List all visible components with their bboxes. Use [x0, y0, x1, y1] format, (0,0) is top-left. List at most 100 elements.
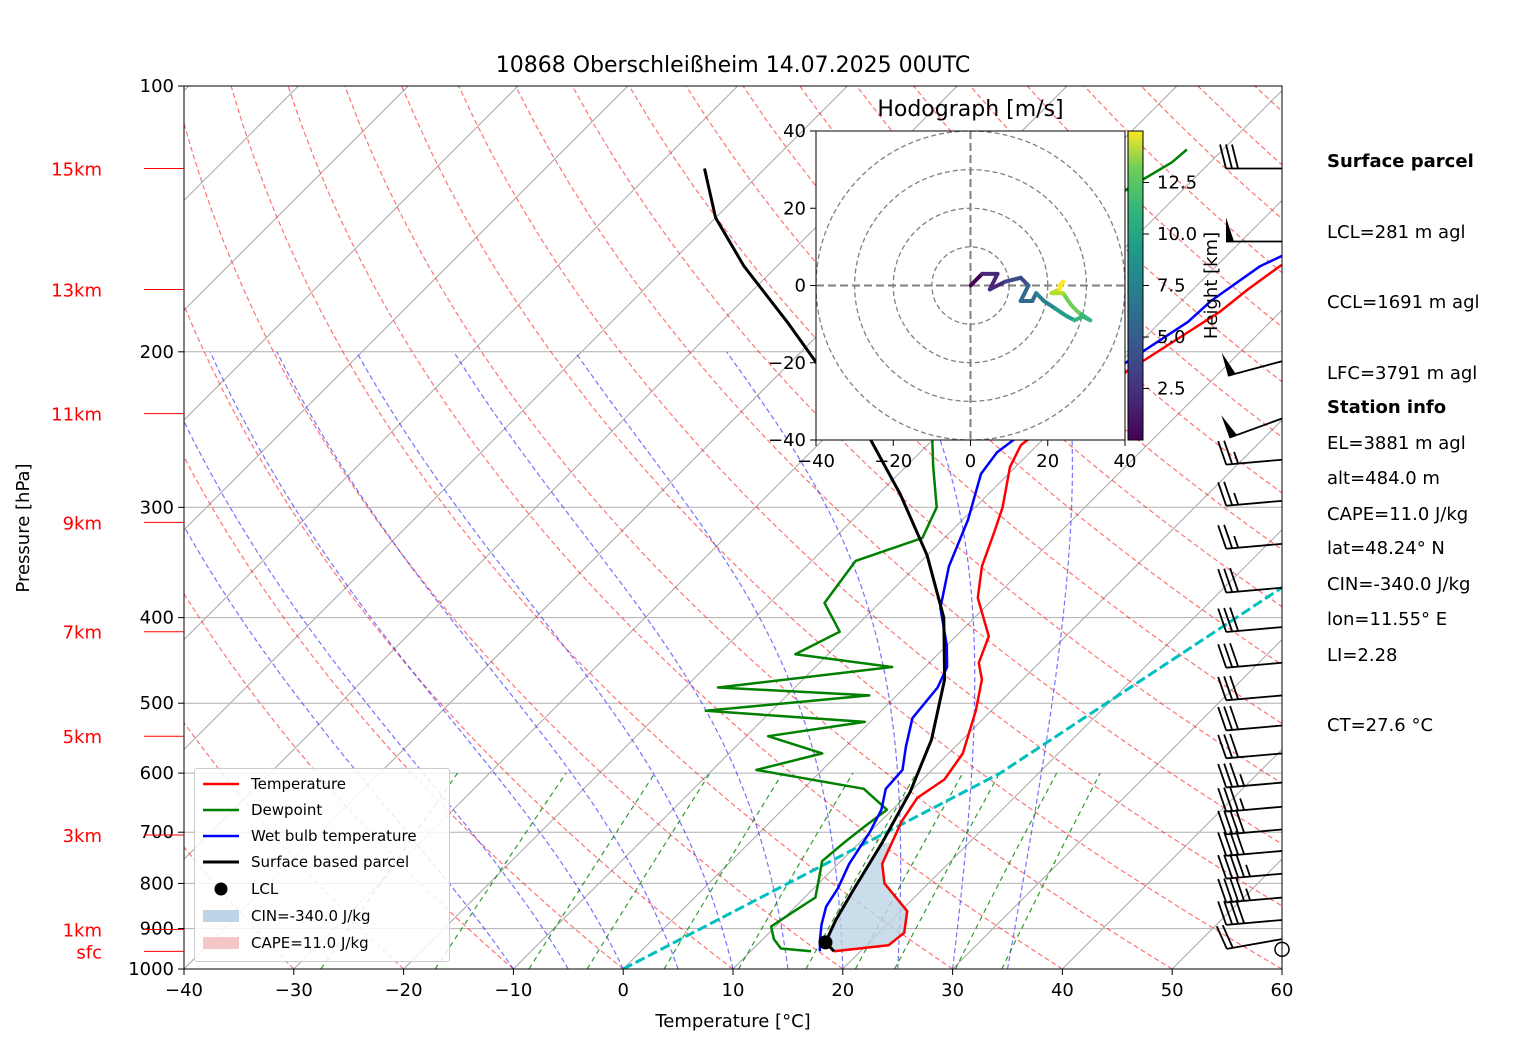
x-tick-label: 0: [617, 980, 628, 1001]
barb-full: [1217, 525, 1228, 550]
hodograph-segment: [1053, 306, 1070, 319]
barb-flag: [1221, 415, 1237, 438]
barb-staff: [1226, 626, 1283, 633]
x-tick-label: 20: [831, 980, 854, 1001]
x-tick-label: −20: [385, 980, 423, 1001]
barb-flag: [1226, 217, 1234, 242]
mixing-ratio-line: [528, 772, 656, 969]
calm-wind-circle: [1274, 941, 1290, 958]
wind-barb: [1217, 524, 1283, 550]
legend-line-icon: [203, 782, 239, 786]
wind-barb: [1217, 567, 1283, 594]
barb-full: [1235, 809, 1245, 834]
isotherm-line: [184, 86, 738, 641]
wind-barb: [1217, 877, 1283, 904]
surface-parcel-line: CCL=1691 m agl: [1327, 292, 1480, 313]
barb-full: [1229, 642, 1240, 667]
legend-item-dewpoint: Dewpoint: [195, 797, 449, 823]
barb-full: [1229, 831, 1240, 856]
legend-patch-icon: [203, 910, 239, 922]
legend-label: CIN=-340.0 J/kg: [251, 907, 371, 925]
hodograph-x-tick-label: 40: [1114, 451, 1137, 472]
y-tick-label: 100: [140, 76, 174, 97]
hodograph-segment: [968, 271, 985, 288]
barb-half: [1233, 492, 1240, 505]
barb-full: [1223, 440, 1234, 465]
y-tick-label: 500: [140, 693, 174, 714]
hodograph-segment: [1061, 291, 1073, 307]
hodograph-x-tick-label: 20: [1036, 451, 1059, 472]
wind-barb: [1219, 144, 1282, 170]
height-label: 7km: [63, 623, 102, 644]
barb-staff: [1227, 360, 1283, 377]
barb-full: [1235, 853, 1245, 878]
barb-full: [1219, 144, 1227, 169]
barb-full: [1217, 482, 1228, 507]
barb-full: [1223, 831, 1234, 856]
barb-full: [1229, 853, 1240, 878]
barb-full: [1235, 877, 1245, 902]
hodograph-title: Hodograph [m/s]: [877, 97, 1063, 122]
wind-barb: [1217, 705, 1283, 732]
colorbar-tick-label: 5.0: [1157, 327, 1186, 348]
y-tick-label: 200: [140, 342, 174, 363]
hodograph-segment: [1057, 279, 1066, 288]
mixing-ratio-line: [738, 772, 854, 969]
moist-adiabat: [209, 351, 624, 969]
barb-full: [1217, 568, 1228, 593]
barb-full: [1217, 901, 1228, 926]
isotherm-line: [184, 86, 629, 531]
y-tick-label: 300: [140, 497, 174, 518]
barb-full: [1229, 705, 1240, 730]
wind-barb: [1217, 675, 1283, 702]
wind-barb: [1217, 762, 1283, 789]
moist-adiabat: [276, 351, 679, 969]
barb-staff: [1226, 724, 1283, 732]
legend-item-wetbulb: Wet bulb temperature: [195, 823, 449, 849]
wind-barb: [1217, 899, 1283, 926]
colorbar: [1127, 130, 1144, 441]
barb-full: [1223, 676, 1234, 701]
dry-adiabat: [184, 455, 624, 969]
barb-full: [1217, 763, 1228, 788]
barb-staff: [1226, 938, 1283, 950]
barb-half: [1245, 888, 1251, 901]
barb-staff: [1226, 828, 1283, 836]
barb-half: [1245, 864, 1251, 877]
barb-full: [1223, 524, 1234, 549]
barb-full: [1223, 854, 1234, 879]
hodograph-segment: [1076, 310, 1093, 323]
barb-full: [1223, 643, 1234, 668]
wind-barb: [1217, 830, 1283, 857]
barb-full: [1229, 762, 1240, 787]
hodograph-y-tick-label: −20: [768, 353, 806, 374]
ccl-line: [622, 585, 1282, 969]
moist-adiabat: [1006, 351, 1074, 969]
series-surface-based-parcel-line: [703, 168, 947, 953]
legend-patch-icon: [203, 937, 239, 949]
isotherm-line: [1062, 748, 1282, 969]
barb-full: [1217, 676, 1228, 701]
barb-full: [1223, 900, 1234, 925]
moist-adiabat: [355, 351, 734, 969]
x-tick-label: 60: [1271, 980, 1294, 1001]
station-info-line: alt=484.0 m: [1327, 467, 1440, 489]
mixing-ratio-line: [434, 772, 567, 969]
barb-staff: [1226, 781, 1283, 789]
barb-full: [1223, 734, 1234, 759]
x-tick-label: −40: [165, 980, 203, 1001]
legend: Temperature Dewpoint Wet bulb temperatur…: [194, 768, 450, 962]
wind-barb: [1217, 642, 1283, 669]
x-tick-label: −10: [494, 980, 532, 1001]
barb-full: [1225, 144, 1233, 169]
wind-barb: [1217, 853, 1283, 880]
isotherm-line: [184, 86, 848, 751]
isotherm-line: [184, 86, 409, 311]
isotherm-line: [842, 529, 1282, 969]
hodograph-y-tick-label: 0: [795, 276, 806, 297]
legend-label: Surface based parcel: [251, 853, 410, 871]
barb-full: [1223, 481, 1234, 506]
wind-barbs: [1215, 144, 1290, 958]
surface-parcel-line: LCL=281 m agl: [1327, 221, 1466, 243]
barb-staff: [1226, 499, 1283, 507]
